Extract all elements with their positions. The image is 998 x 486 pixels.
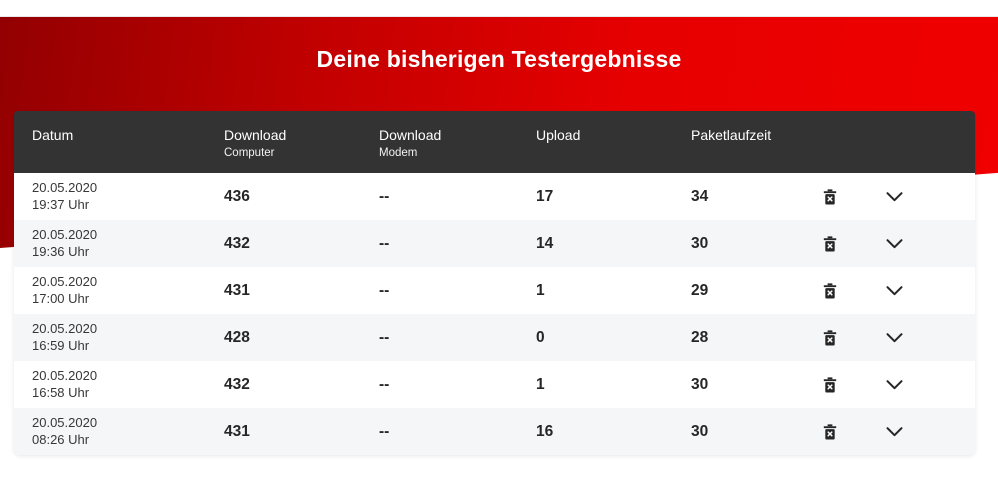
download-modem-cell: -- [379,281,390,299]
column-header-sublabel: Modem [379,147,418,159]
delete-result-button[interactable] [819,232,841,256]
upload-cell: 16 [536,422,554,440]
result-row: 20.05.2020 19:37 Uhr 436 -- 17 34 [14,173,975,220]
date-cell: 20.05.2020 16:58 Uhr [32,368,224,402]
date-text: 20.05.2020 [32,273,98,289]
trash-x-icon [823,235,837,252]
download-modem-cell: -- [379,375,390,393]
download-computer-cell: 436 [224,187,250,205]
download-computer-cell: 432 [224,375,250,393]
date-cell: 20.05.2020 17:00 Uhr [32,274,224,308]
paketlaufzeit-cell: 29 [691,281,709,299]
date-cell: 20.05.2020 08:26 Uhr [32,415,224,449]
expand-row-button[interactable] [882,376,907,394]
paketlaufzeit-cell: 34 [691,187,709,205]
date-text: 20.05.2020 [32,367,98,383]
result-row: 20.05.2020 17:00 Uhr 431 -- 1 29 [14,267,975,314]
delete-result-button[interactable] [819,326,841,350]
download-modem-cell: -- [379,187,390,205]
expand-row-button[interactable] [882,282,907,300]
upload-cell: 1 [536,375,545,393]
column-header-label: Datum [32,127,74,143]
date-cell: 20.05.2020 16:59 Uhr [32,321,224,355]
time-text: 17:00 Uhr [32,290,90,306]
table-header-row: Datum Download Computer Download Modem U… [14,111,975,173]
download-modem-cell: -- [379,422,390,440]
expand-row-button[interactable] [882,329,907,347]
date-cell: 20.05.2020 19:36 Uhr [32,227,224,261]
upload-cell: 14 [536,234,554,252]
date-text: 20.05.2020 [32,226,98,242]
time-text: 19:37 Uhr [32,196,90,212]
page-title: Deine bisherigen Testergebnisse [316,46,682,72]
column-header-paketlaufzeit: Paketlaufzeit [691,127,808,144]
result-row: 20.05.2020 16:59 Uhr 428 -- 0 28 [14,314,975,361]
time-text: 19:36 Uhr [32,243,90,259]
paketlaufzeit-cell: 30 [691,375,709,393]
trash-x-icon [823,282,837,299]
paketlaufzeit-cell: 30 [691,234,709,252]
column-header-label: Paketlaufzeit [691,127,772,143]
result-row: 20.05.2020 16:58 Uhr 432 -- 1 30 [14,361,975,408]
chevron-down-icon [886,426,903,437]
trash-x-icon [823,423,837,440]
page-divider [0,16,998,17]
chevron-down-icon [886,238,903,249]
column-header-label: Download [379,127,442,143]
results-table: Datum Download Computer Download Modem U… [14,111,975,455]
paketlaufzeit-cell: 28 [691,328,709,346]
delete-result-button[interactable] [819,185,841,209]
column-header-label: Download [224,127,287,143]
column-header-sublabel: Computer [224,147,275,159]
date-cell: 20.05.2020 19:37 Uhr [32,180,224,214]
download-computer-cell: 431 [224,281,250,299]
expand-row-button[interactable] [882,235,907,253]
column-header-label: Upload [536,127,581,143]
delete-result-button[interactable] [819,420,841,444]
paketlaufzeit-cell: 30 [691,422,709,440]
time-text: 08:26 Uhr [32,431,90,447]
chevron-down-icon [886,332,903,343]
column-header-download-computer: Download Computer [224,127,379,160]
time-text: 16:58 Uhr [32,384,90,400]
time-text: 16:59 Uhr [32,337,90,353]
upload-cell: 0 [536,328,545,346]
date-text: 20.05.2020 [32,320,98,336]
trash-x-icon [823,329,837,346]
result-row: 20.05.2020 19:36 Uhr 432 -- 14 30 [14,220,975,267]
upload-cell: 17 [536,187,554,205]
delete-result-button[interactable] [819,373,841,397]
chevron-down-icon [886,191,903,202]
column-header-datum: Datum [32,127,224,144]
column-header-upload: Upload [536,127,691,144]
trash-x-icon [823,376,837,393]
column-header-download-modem: Download Modem [379,127,536,160]
chevron-down-icon [886,285,903,296]
chevron-down-icon [886,379,903,390]
result-row: 20.05.2020 08:26 Uhr 431 -- 16 30 [14,408,975,455]
expand-row-button[interactable] [882,188,907,206]
download-computer-cell: 432 [224,234,250,252]
download-computer-cell: 431 [224,422,250,440]
download-modem-cell: -- [379,234,390,252]
download-computer-cell: 428 [224,328,250,346]
download-modem-cell: -- [379,328,390,346]
upload-cell: 1 [536,281,545,299]
date-text: 20.05.2020 [32,179,98,195]
expand-row-button[interactable] [882,423,907,441]
delete-result-button[interactable] [819,279,841,303]
date-text: 20.05.2020 [32,414,98,430]
trash-x-icon [823,188,837,205]
